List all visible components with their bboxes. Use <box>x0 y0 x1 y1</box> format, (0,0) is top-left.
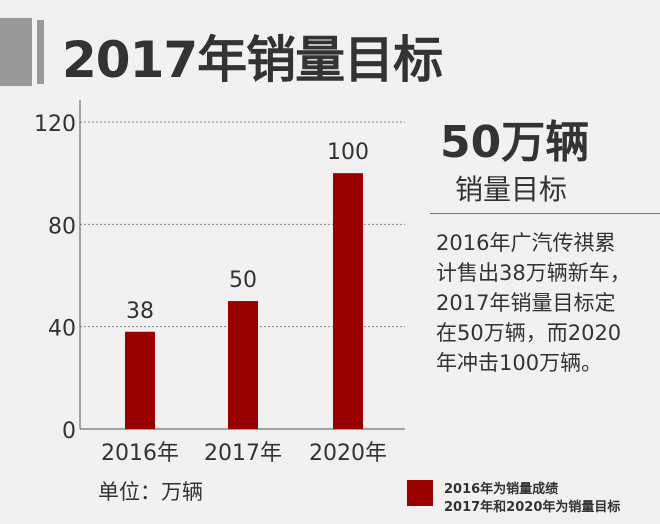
divider <box>430 213 660 214</box>
legend-swatch <box>407 480 433 506</box>
unit-label: 单位：万辆 <box>98 480 203 504</box>
legend-line-1: 2016年为销量成绩 <box>444 482 559 497</box>
bar <box>333 173 363 429</box>
bar <box>228 301 258 429</box>
y-tick-label: 40 <box>48 317 76 342</box>
description-line: 计售出38万辆新车， <box>436 261 631 285</box>
description-line: 年冲击100万辆。 <box>436 351 603 375</box>
x-tick-label: 2016年 <box>101 441 179 466</box>
y-tick-label: 120 <box>34 112 76 137</box>
title-accent-stripe <box>37 20 44 84</box>
description-line: 在50万辆，而2020 <box>436 321 622 345</box>
x-tick-label: 2020年 <box>309 441 387 466</box>
y-tick-label: 80 <box>48 214 76 239</box>
data-label: 38 <box>126 299 154 324</box>
bar <box>125 331 155 429</box>
x-tick-label: 2017年 <box>204 441 282 466</box>
highlight-label: 销量目标 <box>455 173 568 206</box>
data-label: 100 <box>327 140 369 165</box>
highlight-value: 50万辆 <box>440 117 590 168</box>
description: 2016年广汽传祺累 计售出38万辆新车， 2017年销量目标定 在50万辆，而… <box>436 228 660 378</box>
description-line: 2017年销量目标定 <box>436 291 616 315</box>
legend-line-2: 2017年和2020年为销量目标 <box>444 500 621 515</box>
description-line: 2016年广汽传祺累 <box>436 231 616 255</box>
title-accent-block <box>0 18 32 86</box>
page-title: 2017年销量目标 <box>62 31 443 89</box>
bar-chart: 0 40 80 120 38 2016年 50 2017年 100 2020年 <box>34 100 405 466</box>
data-label: 50 <box>229 268 257 293</box>
y-tick-label: 0 <box>62 419 76 444</box>
